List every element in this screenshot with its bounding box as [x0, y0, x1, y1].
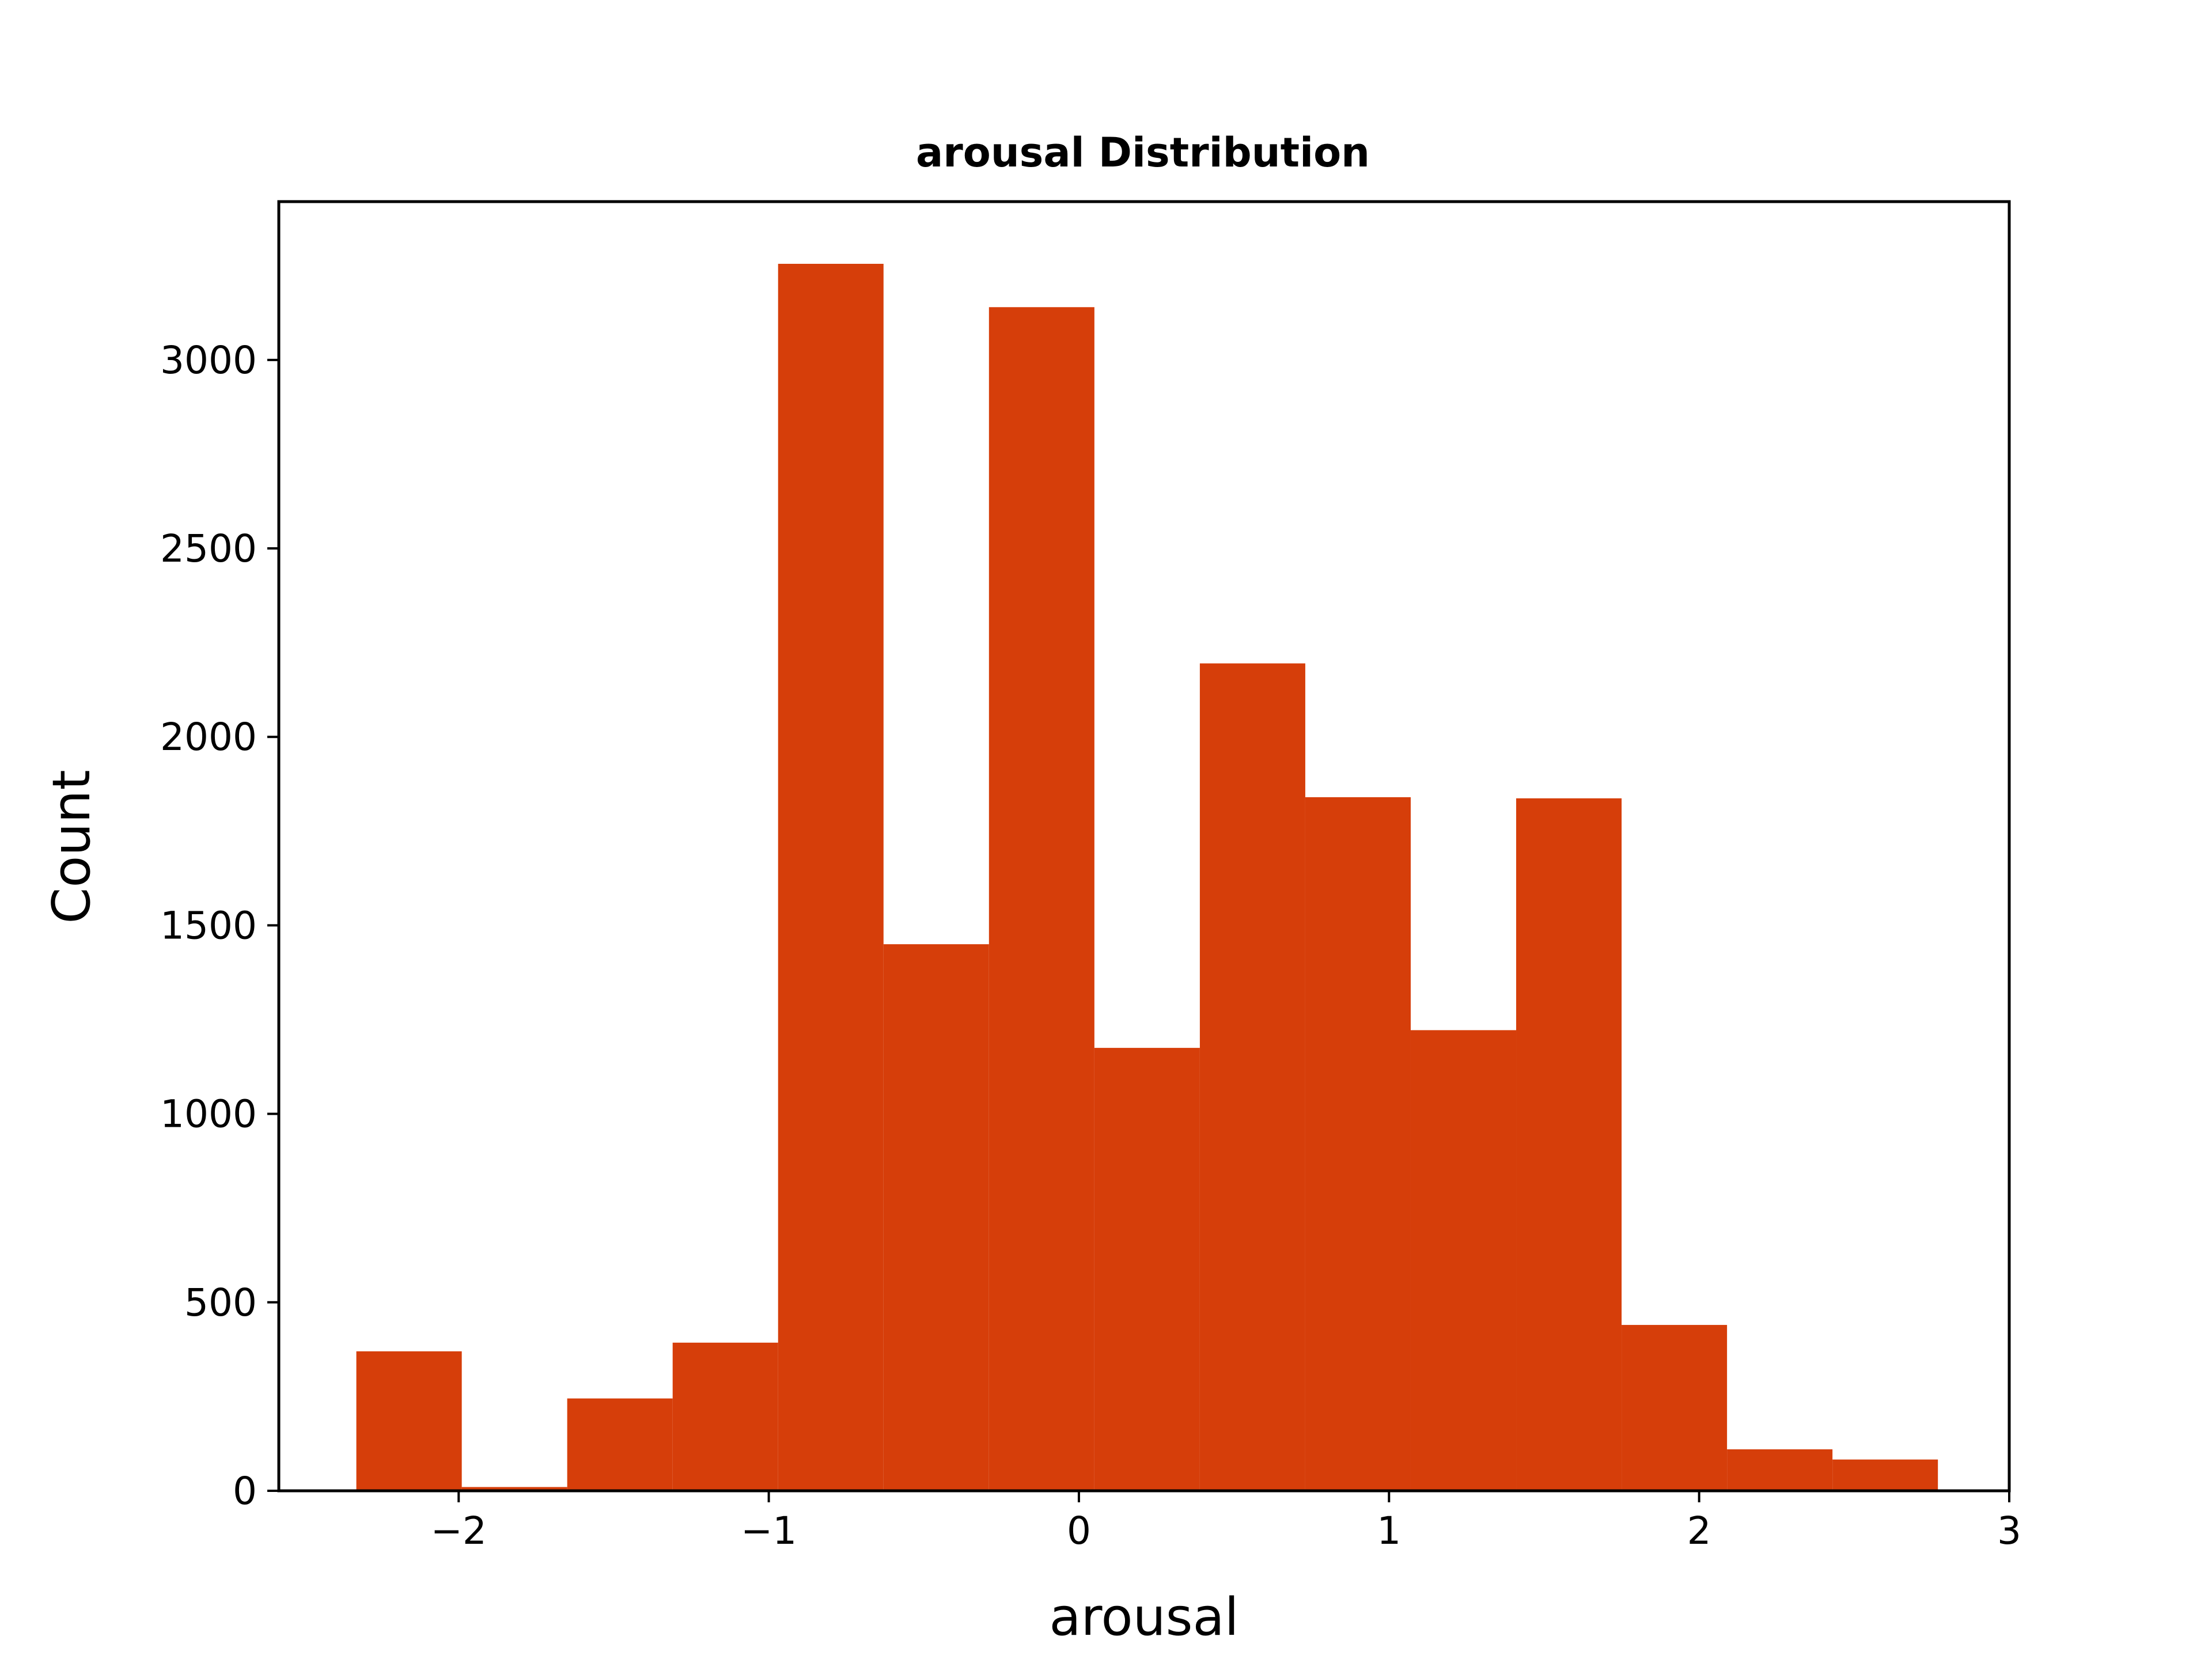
y-tick-label: 1000: [160, 1092, 257, 1137]
x-tick-label: −2: [431, 1509, 487, 1553]
histogram-bar-0: [356, 1351, 462, 1491]
y-tick-label: 2500: [160, 527, 257, 571]
y-tick-label: 2000: [160, 715, 257, 759]
x-axis-ticks: −2 −1 0 1 2 3: [431, 1491, 2021, 1553]
histogram-bar-14: [1832, 1459, 1938, 1491]
x-tick-label: 2: [1687, 1509, 1711, 1553]
y-axis-label: Count: [41, 770, 102, 923]
y-tick-label: 1500: [160, 903, 257, 948]
histogram-bar-5: [883, 944, 989, 1491]
histogram-bar-13: [1727, 1449, 1833, 1491]
histogram-bar-9: [1305, 797, 1411, 1491]
histogram-bar-11: [1516, 798, 1622, 1491]
x-tick-label: 0: [1067, 1509, 1091, 1553]
histogram-bar-2: [567, 1398, 673, 1491]
x-tick-label: 3: [1997, 1509, 2021, 1553]
y-tick-label: 3000: [160, 338, 257, 382]
x-axis-label: arousal: [1049, 1587, 1238, 1647]
bars-group: [356, 263, 1938, 1491]
x-tick-label: −1: [741, 1509, 797, 1553]
histogram-bar-3: [672, 1342, 778, 1491]
chart-title: arousal Distribution: [916, 129, 1370, 176]
histogram-bar-7: [1094, 1048, 1200, 1491]
y-axis-ticks: 0 500 1000 1500 2000 2500 3000: [160, 338, 279, 1513]
x-tick-label: 1: [1377, 1509, 1401, 1553]
histogram-bar-10: [1410, 1030, 1517, 1491]
histogram-bar-1: [461, 1487, 567, 1491]
histogram-bar-4: [778, 263, 884, 1491]
plot-frame: [277, 200, 2011, 1493]
histogram-bar-6: [988, 307, 1094, 1491]
y-tick-label: 500: [184, 1281, 257, 1325]
histogram-bar-12: [1622, 1325, 1728, 1491]
histogram-bar-8: [1199, 663, 1305, 1491]
y-tick-label: 0: [233, 1469, 257, 1513]
